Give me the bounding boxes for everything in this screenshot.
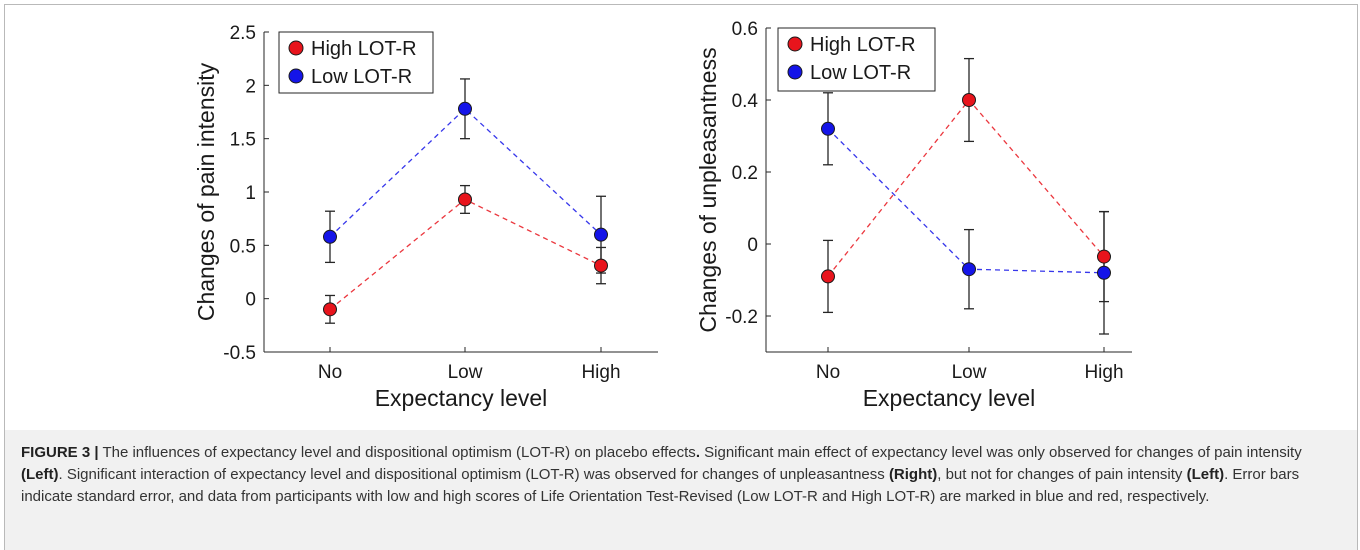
- data-point-low-lotr: [1097, 265, 1111, 280]
- series-line-low-lotr: [329, 107, 602, 238]
- x-axis-title: Expectancy level: [863, 385, 1036, 411]
- figure-frame: [4, 4, 1358, 548]
- legend-box: [278, 31, 434, 94]
- data-point-low-lotr: [594, 227, 608, 242]
- x-tick-label: High: [581, 362, 620, 383]
- data-point-high-lotr: [458, 192, 472, 207]
- y-tick-label: 0.6: [732, 19, 758, 40]
- chart-panel-right: -0.2 0 0.2 0.4 0.6 No Low High Expectancy level C…: [695, 19, 1132, 411]
- legend-marker: [787, 64, 803, 80]
- caption-text-1-end: .: [695, 444, 700, 461]
- series-line-high-lotr: [827, 98, 1105, 277]
- caption-text-1: The influences of expectancy level and d…: [98, 444, 696, 461]
- legend-label: Low LOT-R: [810, 62, 911, 84]
- legend: High LOT-R Low LOT-R: [777, 27, 936, 92]
- x-tick-label: Low: [448, 362, 483, 383]
- y-axis-title: Changes of pain intensity: [193, 62, 219, 321]
- chart-panel-left: -0.5 0 0.5 1 1.5 2 2.5 No Low High Expectancy leve…: [193, 23, 658, 411]
- y-tick-label: 1: [245, 183, 256, 204]
- data-point-low-lotr: [323, 229, 337, 244]
- data-point-high-lotr: [323, 302, 337, 317]
- x-tick-label: No: [816, 362, 840, 383]
- x-tick-label: High: [1084, 362, 1123, 383]
- y-tick-label: -0.5: [223, 343, 256, 364]
- caption-text-4: , but not for changes of pain intensity: [937, 466, 1187, 483]
- caption-ref-left-1: (Left): [21, 466, 59, 483]
- data-point-low-lotr: [458, 101, 472, 116]
- y-tick-label: -0.2: [725, 307, 758, 328]
- legend-marker: [787, 36, 803, 52]
- data-point-high-lotr: [1097, 249, 1111, 264]
- x-tick-label: Low: [952, 362, 987, 383]
- legend-marker: [288, 68, 304, 84]
- figure-caption: FIGURE 3 | The influences of expectancy …: [21, 442, 1341, 508]
- legend-label: High LOT-R: [311, 38, 417, 60]
- series-line-high-lotr: [329, 198, 602, 310]
- caption-ref-right: (Right): [888, 466, 938, 483]
- legend-label: Low LOT-R: [311, 66, 412, 88]
- series-line-low-lotr: [827, 128, 1105, 274]
- caption-box: FIGURE 3 | The influences of expectancy …: [4, 430, 1358, 550]
- y-tick-label: 0: [245, 290, 256, 311]
- data-point-high-lotr: [821, 269, 835, 284]
- data-point-high-lotr: [962, 93, 976, 107]
- y-tick-label: 0.4: [732, 91, 759, 112]
- caption-ref-left-2: (Left): [1186, 466, 1225, 483]
- caption-text-3: . Significant interaction of expectancy …: [58, 466, 889, 483]
- y-tick-label: 2: [245, 76, 256, 97]
- legend: High LOT-R Low LOT-R: [278, 31, 434, 94]
- y-tick-label: 0: [747, 235, 758, 256]
- data-point-low-lotr: [821, 121, 835, 136]
- caption-text-5: . Error bars indicate standard error, an…: [21, 466, 1300, 505]
- data-point-high-lotr: [594, 258, 608, 273]
- legend-box: [777, 27, 936, 92]
- x-axis-title: Expectancy level: [375, 385, 548, 411]
- y-tick-label: 0.5: [230, 236, 256, 257]
- figure-charts: -0.5 0 0.5 1 1.5 2 2.5 No Low High Expectancy leve…: [193, 19, 1132, 411]
- legend-marker: [288, 40, 304, 56]
- x-tick-label: No: [318, 362, 342, 383]
- y-tick-label: 2.5: [230, 23, 256, 44]
- y-tick-label: 0.2: [732, 163, 758, 184]
- legend-label: High LOT-R: [810, 34, 916, 56]
- data-point-low-lotr: [962, 262, 976, 277]
- caption-text-2: Significant main effect of expectancy le…: [699, 444, 1302, 461]
- caption-label: FIGURE 3 |: [21, 444, 99, 461]
- y-tick-label: 1.5: [230, 130, 256, 151]
- y-axis-title: Changes of unpleasantness: [695, 47, 721, 332]
